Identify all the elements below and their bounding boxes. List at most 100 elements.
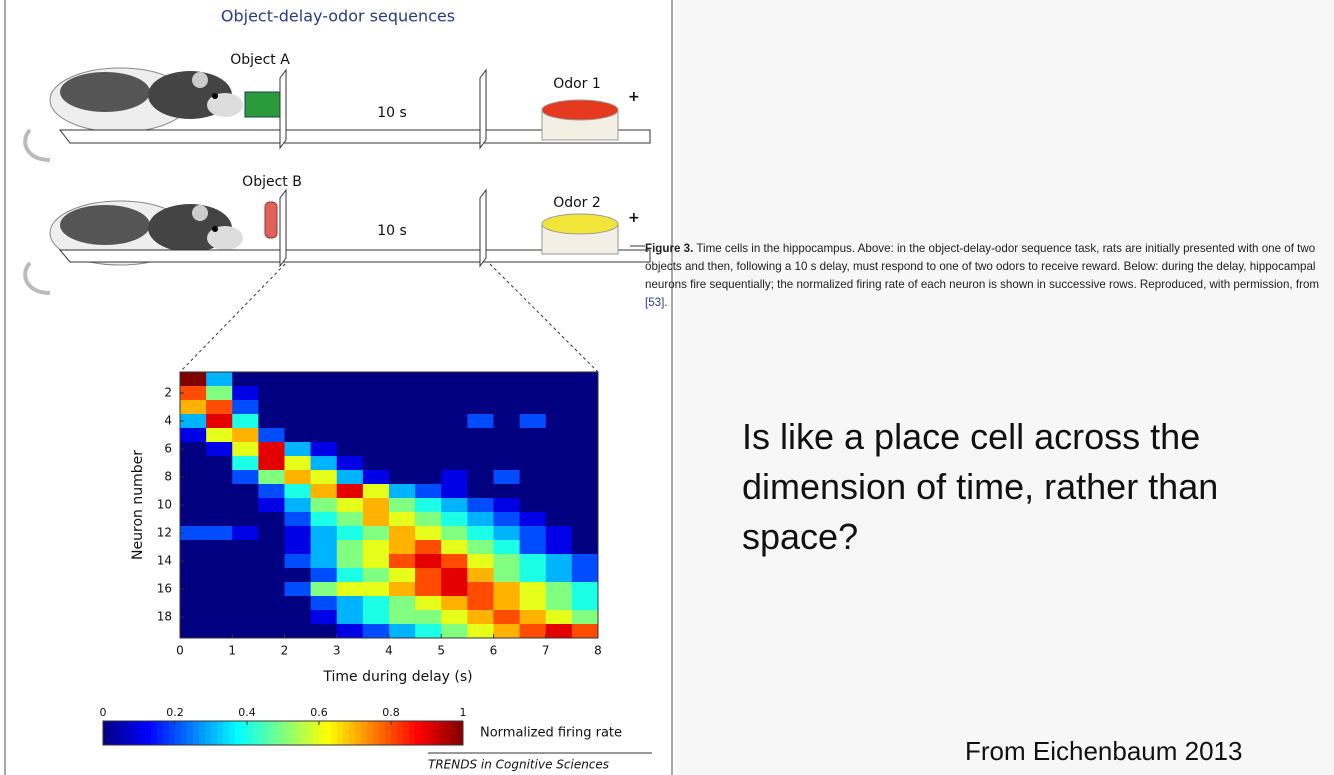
heatmap-cell [310,610,338,625]
heatmap-cell [519,428,547,443]
heatmap-cell [519,582,547,597]
heatmap-cell [493,470,520,485]
colorbar-swatch [313,721,320,745]
heatmap-cell [232,596,259,611]
heatmap-cell [545,512,573,527]
heatmap-cell [206,372,233,387]
trial-b: Object B 10 s Odor 2 + [23,174,651,295]
colorbar-swatch [271,721,278,745]
colorbar-swatch [253,721,260,745]
odor-2 [541,213,619,235]
colorbar-tick-label: 0 [100,706,107,719]
colorbar-swatch [349,721,356,745]
heatmap-cell [493,596,520,611]
door [479,68,487,150]
heatmap-cell [310,596,338,611]
colorbar-swatch [307,721,314,745]
heatmap-cell [571,512,599,527]
colorbar-swatch [259,721,266,745]
heatmap-cell [362,484,390,499]
heatmap-cell [415,512,442,527]
heatmap-cell [493,428,520,443]
heatmap-cell [467,610,494,625]
heatmap-cell [362,512,390,527]
heatmap-cell [336,512,364,527]
colorbar-swatch [241,721,248,745]
heatmap-cell [389,540,416,555]
heatmap-cell [258,442,285,457]
colorbar-swatch [247,721,254,745]
heatmap-cell [284,624,311,639]
colorbar-swatch [187,721,194,745]
colorbar-swatch [103,721,110,745]
heatmap-cell [545,470,573,485]
colorbar-swatch [337,721,344,745]
colorbar-swatch [439,721,446,745]
heatmap-cell [362,624,390,639]
heatmap-cell [336,484,364,499]
heatmap-cell [232,498,259,513]
heatmap-cell [206,414,233,429]
heatmap-cell [467,414,494,429]
heatmap-cell [284,596,311,611]
heatmap-cell [415,372,442,387]
colorbar-swatch [427,721,434,745]
heatmap-cell [232,624,259,639]
heatmap-cell [258,624,285,639]
heatmap-cell [493,582,520,597]
heatmap-cell [441,372,468,387]
heatmap-cell [571,596,599,611]
x-tick-label: 8 [594,644,602,658]
heatmap-cell [180,484,207,499]
heatmap-cell [493,610,520,625]
x-tick-label: 6 [490,644,498,658]
colorbar-swatch [391,721,398,745]
y-tick-label: 16 [157,582,172,596]
heatmap-cell [258,414,285,429]
heatmap-cell [258,400,285,415]
colorbar-swatch [163,721,170,745]
heatmap-cell [310,372,338,387]
heatmap-cell [441,456,468,471]
heatmap-cell [545,400,573,415]
heatmap-cell [467,428,494,443]
colorbar-swatch [397,721,404,745]
heatmap-cell [206,470,233,485]
heatmap-cell [415,428,442,443]
colorbar-swatch [343,721,350,745]
heatmap-cell [362,610,390,625]
heatmap-cell [519,596,547,611]
heatmap-cell [571,624,599,639]
heatmap-cell [284,386,311,401]
heatmap-cell [258,372,285,387]
heatmap-cell [389,554,416,569]
heatmap-cell [258,386,285,401]
colorbar-swatch [355,721,362,745]
heatmap-cell [336,386,364,401]
heatmap-cell [545,540,573,555]
question: Is like a place cell across the dimensio… [742,416,1219,557]
heatmap-cell [415,624,442,639]
heatmap-cell [493,526,520,541]
heatmap-cell [415,456,442,471]
heatmap-cell [206,526,233,541]
heatmap-cell [571,414,599,429]
heatmap-cell [284,470,311,485]
heatmap-cell [519,414,547,429]
colorbar-swatch [181,721,188,745]
heatmap-cell [362,596,390,611]
heatmap-cell [467,526,494,541]
reward: + [628,210,640,226]
delay-label: 10 s [377,105,407,121]
heatmap-cell [310,386,338,401]
odor-label: Odor 2 [553,195,601,211]
heatmap-cell [232,456,259,471]
heatmap-cell [206,610,233,625]
heatmap-cell [571,428,599,443]
heatmap-cell [441,596,468,611]
object-a [244,91,281,118]
heatmap-cell [493,442,520,457]
heatmap-cell [571,372,599,387]
zoom-line [179,263,286,373]
